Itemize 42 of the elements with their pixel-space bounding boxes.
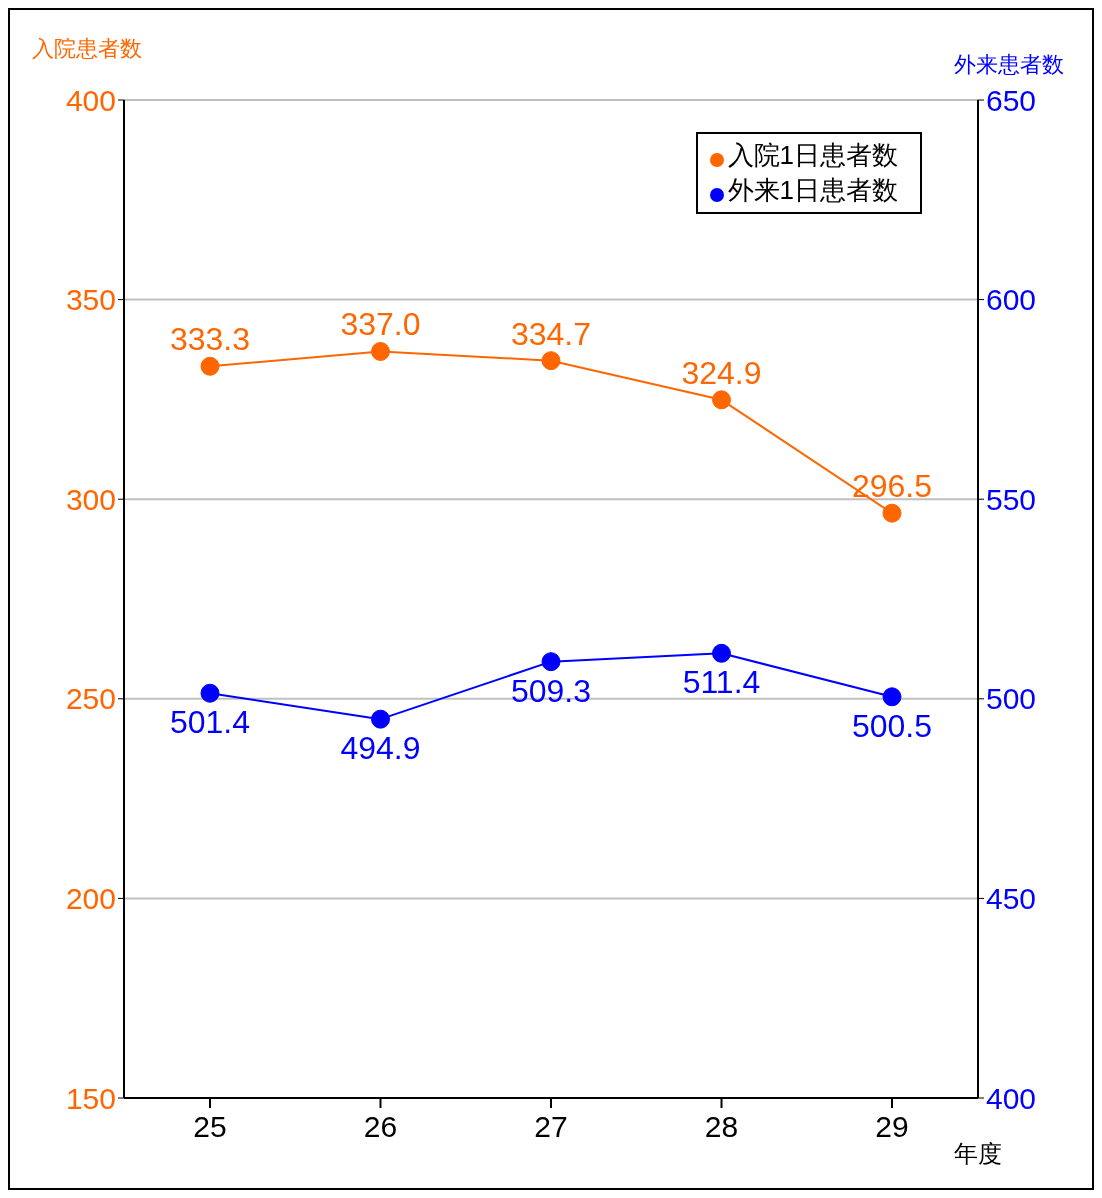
x-tick-label: 27: [534, 1110, 568, 1144]
y2-tick-label: 400: [986, 1081, 1037, 1115]
x-tick-label: 29: [875, 1110, 909, 1144]
data-label: 500.5: [851, 707, 933, 744]
point: [200, 356, 220, 376]
y2-axis-title: 外来患者数: [954, 51, 1064, 79]
y-tick-label: 250: [65, 682, 116, 716]
y2-tick-label: 650: [986, 83, 1037, 117]
point: [541, 351, 561, 371]
y-axis-title: 入院患者数: [32, 35, 142, 63]
y-tick-label: 300: [65, 482, 116, 516]
data-label: 334.7: [510, 315, 592, 352]
point: [712, 390, 731, 410]
point: [371, 709, 390, 729]
point: [712, 643, 731, 663]
y2-tick-label: 600: [986, 283, 1037, 317]
data-label: 324.9: [681, 354, 762, 391]
y-tick-label: 350: [65, 283, 116, 317]
point: [882, 687, 902, 707]
point: [371, 342, 390, 361]
x-tick-label: 28: [704, 1110, 739, 1144]
point: [200, 683, 220, 703]
data-label: 333.3: [169, 321, 251, 358]
data-label: 494.9: [340, 730, 421, 767]
y-tick-label: 150: [65, 1081, 116, 1115]
y2-tick-label: 500: [986, 682, 1037, 716]
y2-tick-label: 450: [986, 882, 1037, 916]
x-tick-label: 25: [193, 1110, 227, 1144]
point: [882, 503, 902, 523]
data-label: 337.0: [340, 306, 421, 343]
y2-tick-label: 550: [986, 482, 1037, 516]
data-label: 509.3: [510, 672, 592, 709]
y-tick-label: 200: [65, 882, 116, 916]
x-axis-title: 年度: [954, 1139, 1002, 1169]
point: [541, 652, 561, 672]
data-label: 296.5: [851, 468, 933, 505]
data-label: 501.4: [169, 704, 251, 741]
y-tick-label: 400: [65, 83, 116, 117]
x-tick-label: 26: [363, 1110, 398, 1144]
legend-label: 外来1日患者数: [727, 175, 898, 205]
data-label: 511.4: [682, 664, 761, 701]
legend-label: 入院1日患者数: [727, 140, 898, 170]
